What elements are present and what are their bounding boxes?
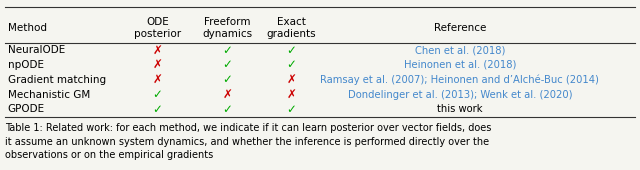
Text: ✓: ✓ bbox=[223, 58, 232, 71]
Text: Gradient matching: Gradient matching bbox=[8, 75, 106, 85]
Text: npODE: npODE bbox=[8, 60, 44, 70]
Text: Exact
gradients: Exact gradients bbox=[266, 17, 316, 39]
Text: ✓: ✓ bbox=[286, 58, 296, 71]
Text: ✓: ✓ bbox=[223, 44, 232, 56]
Text: Freeform
dynamics: Freeform dynamics bbox=[202, 17, 252, 39]
Text: ODE
posterior: ODE posterior bbox=[134, 17, 181, 39]
Text: Ramsay et al. (2007); Heinonen and d’Alché-Buc (2014): Ramsay et al. (2007); Heinonen and d’Alc… bbox=[321, 74, 599, 85]
Text: this work: this work bbox=[437, 104, 483, 114]
Text: Reference: Reference bbox=[433, 23, 486, 33]
Text: ✓: ✓ bbox=[223, 73, 232, 86]
Text: GPODE: GPODE bbox=[8, 104, 45, 114]
Text: ✓: ✓ bbox=[152, 88, 163, 101]
Text: ✗: ✗ bbox=[223, 88, 232, 101]
Text: Method: Method bbox=[8, 23, 47, 33]
Text: ✗: ✗ bbox=[286, 73, 296, 86]
Text: NeuralODE: NeuralODE bbox=[8, 45, 65, 55]
Text: ✗: ✗ bbox=[152, 58, 163, 71]
Text: ✗: ✗ bbox=[152, 44, 163, 56]
Text: ✗: ✗ bbox=[152, 73, 163, 86]
Text: ✓: ✓ bbox=[223, 103, 232, 116]
Text: ✓: ✓ bbox=[152, 103, 163, 116]
Text: Mechanistic GM: Mechanistic GM bbox=[8, 90, 90, 99]
Text: ✗: ✗ bbox=[286, 88, 296, 101]
Text: Heinonen et al. (2018): Heinonen et al. (2018) bbox=[404, 60, 516, 70]
Text: ✓: ✓ bbox=[286, 103, 296, 116]
Text: Dondelinger et al. (2013); Wenk et al. (2020): Dondelinger et al. (2013); Wenk et al. (… bbox=[348, 90, 572, 99]
Text: Chen et al. (2018): Chen et al. (2018) bbox=[415, 45, 505, 55]
Text: Table 1: Related work: for each method, we indicate if it can learn posterior ov: Table 1: Related work: for each method, … bbox=[4, 123, 491, 160]
Text: ✓: ✓ bbox=[286, 44, 296, 56]
